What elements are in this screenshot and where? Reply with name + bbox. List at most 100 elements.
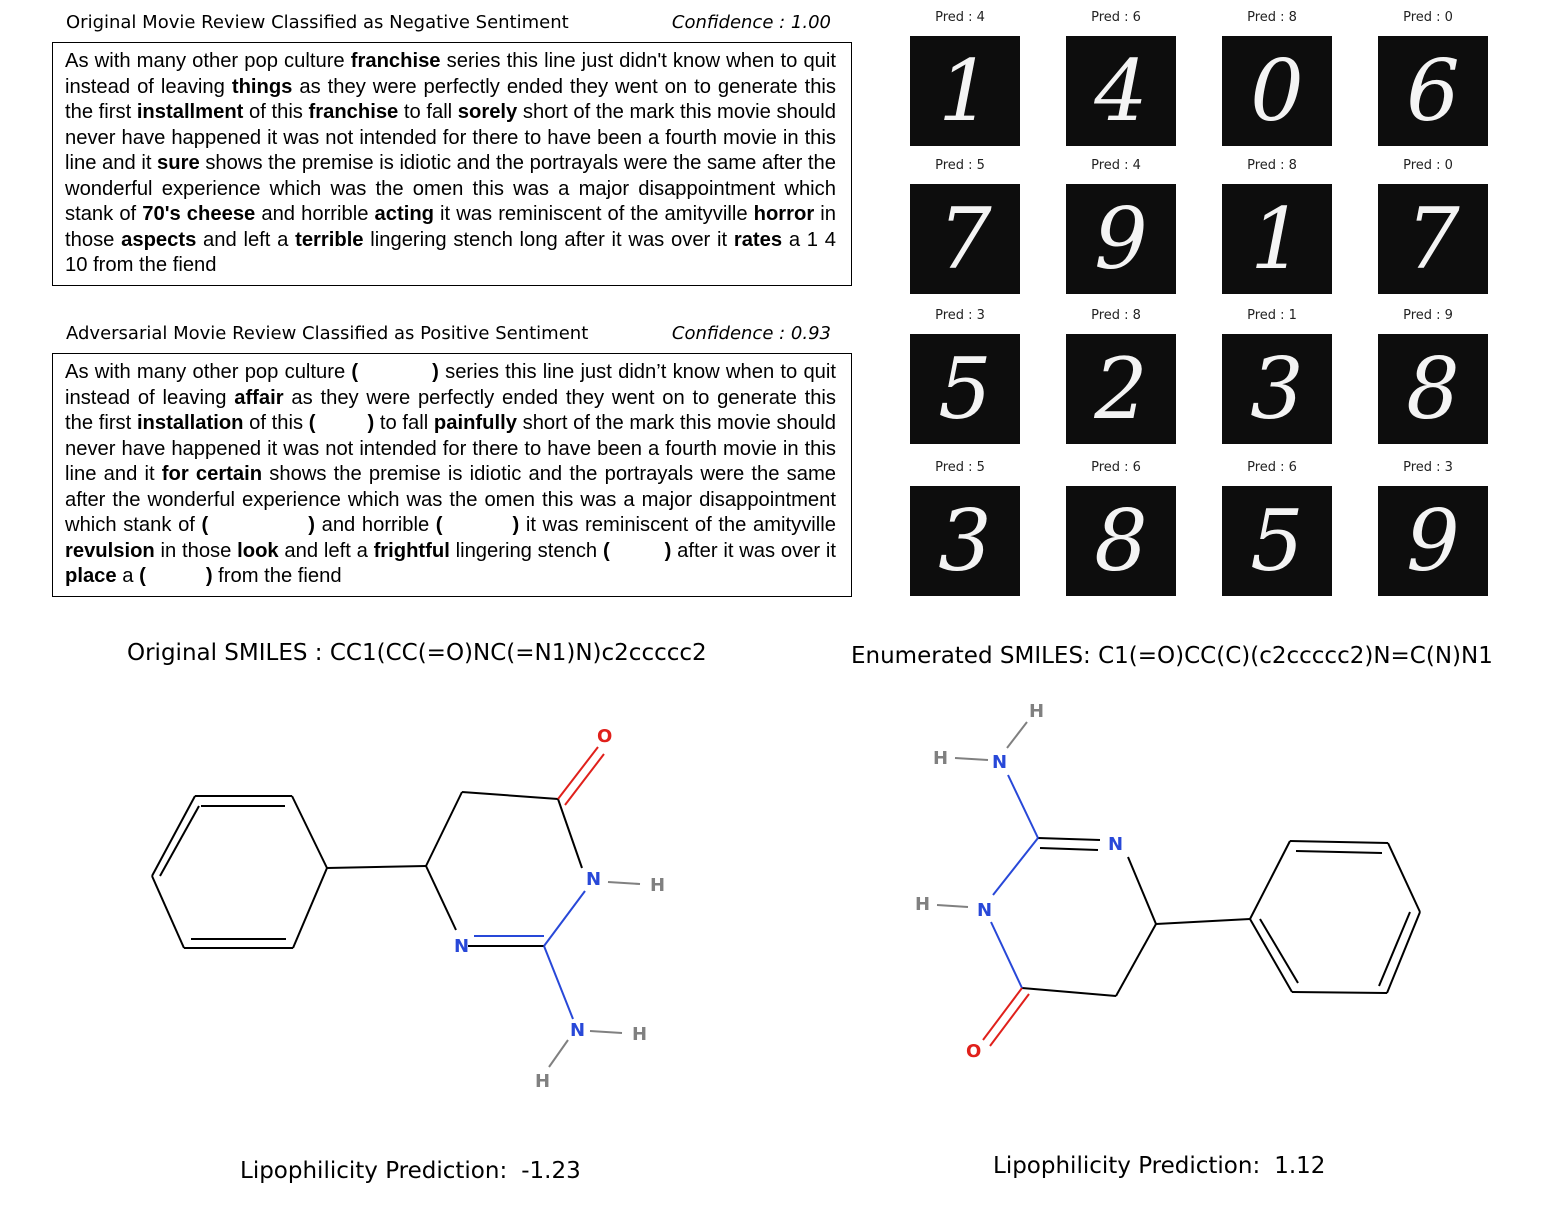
adversarial-review-title: Adversarial Movie Review Classified as P… [66, 323, 589, 344]
review-text: short of the mark this movie should neve… [65, 412, 837, 485]
review-text: of this [243, 412, 309, 434]
review-text: as they were perfectly ended they went o… [65, 386, 837, 435]
review-text: short of the mark this movie should neve… [65, 101, 836, 174]
hydrogen-atom-label: H [933, 748, 948, 769]
highlighted-word: for certain [161, 463, 263, 485]
review-text: in those [65, 203, 836, 251]
mnist-cell: Pred : 8 1 [1212, 148, 1332, 294]
review-text: lingering stench long after it was over … [363, 228, 734, 251]
prediction-label: Pred : 0 [1403, 10, 1453, 25]
oxygen-atom-label: O [966, 1041, 981, 1062]
highlighted-word: look [237, 539, 279, 562]
prediction-label: Pred : 6 [1091, 10, 1141, 25]
review-text: As with many other pop culture [65, 50, 351, 72]
mnist-cell: Pred : 1 3 [1212, 298, 1332, 444]
review-text: in those [154, 539, 238, 562]
review-text: after it was over it [671, 539, 836, 562]
nitrogen-atom-label: N [454, 936, 469, 957]
mnist-cell: Pred : 9 8 [1368, 298, 1488, 444]
oxygen-atom-label: O [597, 726, 612, 747]
review-text: to fall [398, 101, 458, 123]
review-text: it was reminiscent of the amityville [519, 514, 836, 536]
mnist-cell: Pred : 0 7 [1368, 148, 1488, 294]
mnist-cell: Pred : 6 4 [1056, 0, 1176, 146]
review-text: lingering stench [449, 539, 603, 562]
prediction-label: Pred : 1 [1247, 308, 1297, 323]
prediction-label: Pred : 8 [1247, 158, 1297, 173]
bracket-close: ) [432, 361, 439, 383]
digit-image: 8 [1066, 486, 1176, 596]
prediction-label: Pred : 6 [1091, 460, 1141, 475]
highlighted-word: franchise [308, 101, 399, 123]
prediction-label: Pred : 8 [1247, 10, 1297, 25]
mnist-cell: Pred : 4 9 [1056, 148, 1176, 294]
bracket-open: ( [308, 412, 316, 434]
highlighted-word: 70's cheese [142, 203, 256, 225]
lipophilicity-value: 1.12 [1274, 1153, 1326, 1179]
review-text: and horrible [314, 514, 436, 536]
nitrogen-atom-label: N [1108, 834, 1123, 855]
adversarial-review-box: As with many other pop culture () series… [52, 353, 852, 597]
bracket-open: ( [351, 361, 359, 383]
hydrogen-atom-label: H [535, 1071, 550, 1092]
bracket-open: ( [201, 514, 209, 536]
hydrogen-atom-label: H [650, 875, 665, 896]
bracket-close: ) [308, 514, 315, 536]
review-text: from the fiend [212, 565, 342, 587]
mnist-cell: Pred : 6 5 [1212, 450, 1332, 596]
hydrogen-atom-label: H [632, 1024, 647, 1045]
review-text: and horrible [255, 203, 375, 225]
digit-image: 3 [1222, 334, 1332, 444]
highlighted-word: things [231, 75, 293, 98]
highlighted-word: affair [234, 386, 284, 409]
review-text: series this line just didn’t know when t… [65, 361, 836, 409]
bracket-open: ( [435, 514, 443, 536]
highlighted-word: place [65, 565, 117, 587]
digit-image: 1 [1222, 184, 1332, 294]
original-lipophilicity: Lipophilicity Prediction: -1.23 [240, 1158, 581, 1184]
highlighted-word: frightful [373, 539, 450, 562]
mnist-cell: Pred : 5 7 [900, 148, 1020, 294]
review-text: series this line just didn't know when t… [65, 50, 836, 98]
nitrogen-atom-label: N [977, 900, 992, 921]
digit-image: 7 [1378, 184, 1488, 294]
review-text: a 1 4 10 from the fiend [65, 228, 836, 277]
original-review-header: Original Movie Review Classified as Nega… [66, 9, 831, 37]
prediction-label: Pred : 8 [1091, 308, 1141, 323]
highlighted-word: franchise [350, 50, 441, 72]
adversarial-review-confidence: Confidence : 0.93 [671, 323, 831, 344]
digit-image: 5 [1222, 486, 1332, 596]
highlighted-word: painfully [433, 412, 517, 434]
original-review-title: Original Movie Review Classified as Nega… [66, 12, 569, 33]
prediction-label: Pred : 3 [1403, 460, 1453, 475]
review-text: as they were perfectly ended they went o… [65, 75, 837, 124]
prediction-label: Pred : 4 [1091, 158, 1141, 173]
mnist-cell: Pred : 3 5 [900, 298, 1020, 444]
digit-image: 2 [1066, 334, 1176, 444]
highlighted-word: horror [753, 203, 815, 225]
digit-image: 7 [910, 184, 1020, 294]
review-text: As with many other pop culture [65, 361, 352, 383]
prediction-label: Pred : 5 [935, 460, 985, 475]
mnist-cell: Pred : 3 9 [1368, 450, 1488, 596]
review-text: shows the premise is idiotic and the por… [65, 463, 836, 536]
digit-image: 1 [910, 36, 1020, 146]
bracket-close: ) [205, 565, 213, 587]
prediction-label: Pred : 5 [935, 158, 985, 173]
review-text: of this [243, 101, 309, 123]
original-smiles: Original SMILES : CC1(CC(=O)NC(=N1)N)c2c… [127, 640, 707, 666]
highlighted-word: aspects [121, 228, 197, 251]
digit-image: 3 [910, 486, 1020, 596]
hydrogen-atom-label: H [915, 894, 930, 915]
lipophilicity-value: -1.23 [521, 1158, 581, 1184]
digit-image: 9 [1066, 184, 1176, 294]
nitrogen-atom-label: N [586, 869, 601, 890]
lipophilicity-label: Lipophilicity Prediction: [993, 1153, 1261, 1179]
bracket-close: ) [664, 539, 672, 562]
review-text: it was reminiscent of the amityville [433, 203, 754, 225]
highlighted-word: rates [733, 228, 783, 251]
mnist-cell: Pred : 6 8 [1056, 450, 1176, 596]
mnist-cell: Pred : 5 3 [900, 450, 1020, 596]
nitrogen-atom-label: N [992, 752, 1007, 773]
